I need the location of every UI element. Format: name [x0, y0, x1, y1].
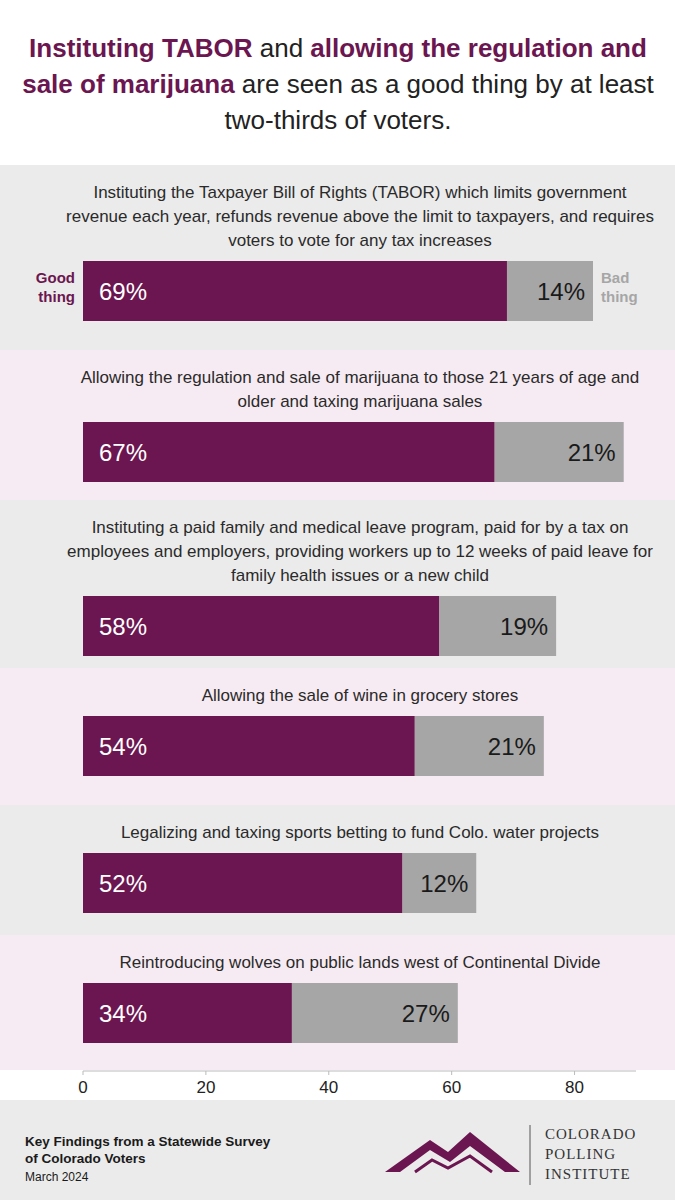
- category-label: Instituting a paid family and medical le…: [65, 516, 655, 588]
- bar: [83, 596, 439, 656]
- category-label: Instituting the Taxpayer Bill of Rights …: [65, 181, 655, 253]
- footer-text: Key Findings from a Statewide Survey of …: [25, 1133, 275, 1167]
- footer-date: March 2024: [25, 1170, 88, 1184]
- bar: [83, 261, 507, 321]
- data-label: 14%: [537, 278, 585, 305]
- chart: 69% 14% 67% 21% 58% 19% 54% 21% 52% 12% 34% 27% Good…: [0, 0, 675, 1200]
- bar: [83, 716, 415, 776]
- data-label: 67%: [99, 439, 147, 466]
- bar: [83, 983, 292, 1043]
- logo: [415, 1156, 492, 1172]
- category-label: Legalizing and taxing sports betting to …: [65, 821, 655, 845]
- tick-label: 80: [565, 1078, 584, 1097]
- legend-entry: Goodthing: [36, 269, 75, 305]
- data-labels: 69% 14% 67% 21% 58% 19% 54% 21% 52% 12% 34% 27%: [99, 278, 616, 1027]
- data-label: 34%: [99, 1000, 147, 1027]
- tick: [328, 1071, 329, 1075]
- tick: [83, 1071, 84, 1075]
- axis-bg: [0, 1070, 675, 1100]
- bar: [292, 983, 458, 1043]
- title: Instituting TABOR and allowing the regul…: [18, 30, 658, 138]
- data-label: 21%: [568, 439, 616, 466]
- tick-label: 40: [319, 1078, 338, 1097]
- tick: [205, 1071, 206, 1075]
- category-label: Reintroducing wolves on public lands wes…: [65, 951, 655, 975]
- data-label: 19%: [500, 613, 548, 640]
- x-axis: [83, 1071, 636, 1072]
- org-name: INSTITUTE: [545, 1166, 631, 1183]
- data-label: 27%: [402, 1000, 450, 1027]
- bar: [439, 596, 556, 656]
- bar: [83, 853, 403, 913]
- tick-label: 0: [78, 1078, 87, 1097]
- data-label: 21%: [488, 733, 536, 760]
- org-name: POLLING: [545, 1146, 616, 1163]
- title-part: and: [252, 33, 310, 63]
- data-label: 54%: [99, 733, 147, 760]
- bars: [83, 261, 624, 1043]
- bar: [415, 716, 544, 776]
- category-label: Allowing the sale of wine in grocery sto…: [65, 684, 655, 708]
- bar: [507, 261, 593, 321]
- bar: [83, 422, 495, 482]
- logo-divider: [530, 1125, 531, 1185]
- bar: [403, 853, 477, 913]
- title-part: are seen as a good thing by at least two…: [225, 69, 654, 135]
- tick-label: 60: [442, 1078, 461, 1097]
- org-name: COLORADO: [545, 1126, 636, 1143]
- data-label: 12%: [420, 870, 468, 897]
- data-label: 52%: [99, 870, 147, 897]
- data-label: 58%: [99, 613, 147, 640]
- page: Instituting TABOR and allowing the regul…: [0, 0, 675, 1200]
- bar: [495, 422, 624, 482]
- data-label: 69%: [99, 278, 147, 305]
- category-label: Allowing the regulation and sale of mari…: [65, 366, 655, 414]
- title-part: Instituting TABOR: [29, 33, 252, 63]
- tick: [451, 1071, 452, 1075]
- logo: [385, 1132, 520, 1172]
- tick: [574, 1071, 575, 1075]
- legend-entry: Badthing: [601, 269, 638, 305]
- tick-label: 20: [196, 1078, 215, 1097]
